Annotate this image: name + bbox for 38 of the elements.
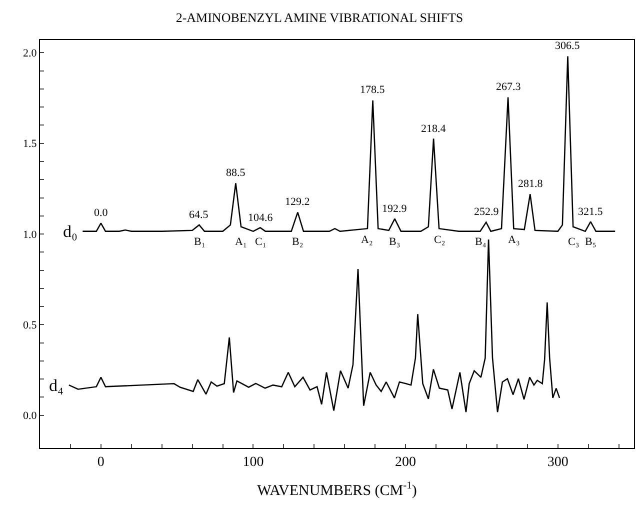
x-axis-title: WAVENUMBERS (CM$^{-1}$) [257, 480, 417, 499]
x-tick-label: 300 [547, 454, 568, 470]
annotation: 64.5 [189, 209, 209, 221]
annotation: 281.8 [518, 178, 544, 190]
line-series [82, 56, 616, 232]
annotation: B₄ [475, 236, 486, 248]
annotation: 0.0 [94, 207, 108, 219]
annotation: C₂ [434, 234, 446, 246]
series-label: d₀ [63, 222, 78, 241]
annotation: C₃ [568, 236, 580, 248]
annotation: 321.5 [578, 206, 604, 218]
annotation: 129.2 [285, 196, 310, 208]
annotation: A₂ [361, 234, 373, 246]
annotation: A₃ [508, 234, 520, 246]
annotation: B₅ [585, 236, 596, 248]
x-tick-label: 100 [242, 454, 264, 470]
annotation: 218.4 [421, 123, 446, 135]
y-tick-label: 0.0 [22, 410, 38, 422]
y-tick-label: 2.0 [22, 48, 38, 60]
annotation: 192.9 [382, 203, 408, 215]
series-label: d₄ [49, 376, 64, 395]
y-tick-label: 1.5 [22, 138, 38, 150]
annotation: A₁ [235, 236, 247, 248]
y-tick-label: 1.0 [22, 228, 38, 241]
annotation: B₁ [194, 236, 206, 248]
annotation: C₁ [255, 236, 266, 248]
annotation: B₃ [389, 236, 400, 248]
annotation: 306.5 [555, 40, 580, 52]
annotation: 178.5 [360, 84, 386, 96]
annotation: 104.6 [248, 212, 274, 224]
x-tick-label: 0 [97, 454, 104, 470]
annotation: 267.3 [496, 81, 522, 93]
x-tick-label: 200 [395, 454, 416, 470]
annotation: 88.5 [226, 167, 246, 179]
y-tick-label: 0.5 [22, 320, 38, 332]
annotation: B₂ [292, 236, 304, 248]
annotation: 252.9 [474, 206, 500, 218]
chart-title: 2-AMINOBENZYL AMINE VIBRATIONAL SHIFTS [176, 10, 464, 25]
